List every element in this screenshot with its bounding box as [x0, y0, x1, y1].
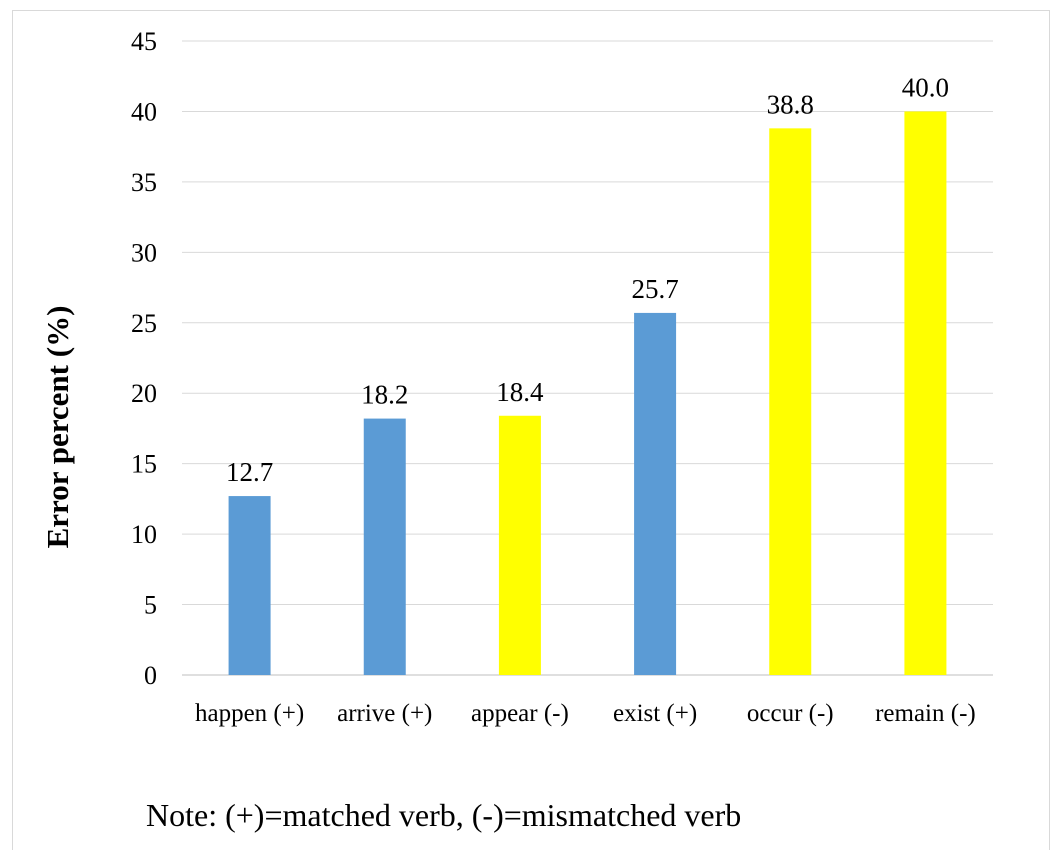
x-tick-label: arrive (+): [337, 700, 432, 727]
y-tick-label: 40: [131, 97, 157, 126]
bar: [904, 111, 947, 675]
value-label: 18.2: [361, 380, 408, 410]
chart-note: Note: (+)=matched verb, (-)=mismatched v…: [146, 797, 742, 833]
y-tick-label: 20: [131, 379, 157, 408]
value-label: 38.8: [767, 89, 814, 119]
value-label: 12.7: [226, 457, 273, 487]
y-tick-label: 0: [144, 661, 157, 690]
y-axis-ticks: 0 5 10 15 20 25 30 35 40 45: [131, 27, 157, 690]
x-tick-label: occur (-): [747, 700, 834, 727]
y-tick-label: 25: [131, 309, 157, 338]
y-tick-label: 30: [131, 238, 157, 267]
chart-frame: [12, 10, 1050, 850]
bar: [498, 415, 541, 675]
bar: [363, 418, 406, 675]
bar: [769, 128, 812, 676]
x-axis-ticks: happen (+) arrive (+) appear (-) exist (+) o…: [195, 700, 976, 727]
x-tick-label: happen (+): [195, 700, 304, 727]
x-tick-label: remain (-): [875, 700, 976, 727]
y-tick-label: 5: [144, 591, 157, 620]
value-label: 40.0: [902, 72, 949, 102]
y-tick-label: 35: [131, 168, 157, 197]
bar-chart: 0 5 10 15 20 25 30 35 40 45 12.7 18.2 18.4 25.7 38.8 4…: [40, 27, 993, 727]
y-tick-label: 45: [131, 27, 157, 56]
y-axis-label: Error percent (%): [40, 306, 75, 549]
x-tick-label: exist (+): [613, 700, 697, 727]
value-label: 18.4: [496, 377, 544, 407]
y-tick-label: 10: [131, 520, 157, 549]
value-label: 25.7: [631, 274, 678, 304]
bar: [228, 496, 271, 675]
gridlines: [182, 40, 993, 676]
value-labels: 12.7 18.2 18.4 25.7 38.8 40.0: [226, 72, 949, 487]
x-tick-label: appear (-): [471, 700, 569, 727]
y-tick-label: 15: [131, 450, 157, 479]
bar: [634, 312, 677, 675]
bars: [228, 111, 947, 676]
